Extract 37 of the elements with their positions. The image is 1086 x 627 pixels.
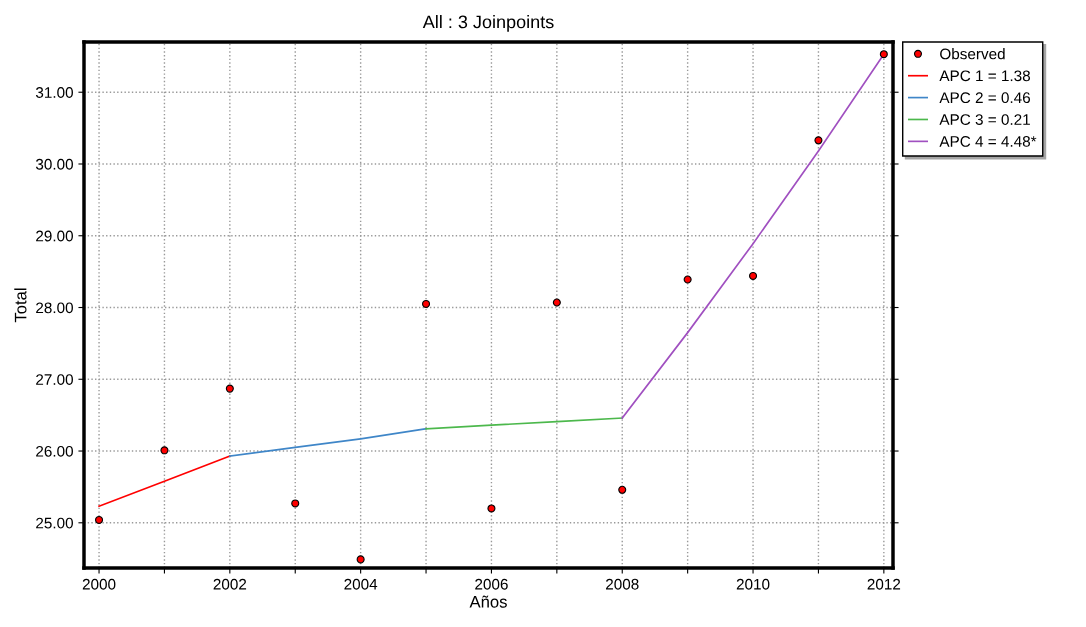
y-tick-label: 27.00: [36, 374, 73, 385]
y-axis-title: Total: [14, 288, 27, 323]
x-tick-label: 2000: [82, 578, 116, 590]
legend-label: APC 2 = 0.46: [939, 92, 1030, 104]
line-series: [425, 417, 624, 430]
x-tick-label: 2004: [344, 578, 378, 590]
legend-label: APC 3 = 0.21: [939, 114, 1030, 125]
point: [552, 298, 561, 307]
x-tick-label: 2012: [867, 578, 901, 590]
point: [749, 271, 758, 280]
y-tick-label: 29.00: [36, 230, 73, 242]
x-tick-label: 2008: [606, 578, 639, 590]
y-tick-label: 25.00: [36, 517, 73, 529]
y-tick-label: 30.00: [35, 158, 73, 170]
point: [291, 499, 300, 508]
x-tick-label: 2002: [213, 578, 247, 590]
point: [356, 555, 365, 564]
point: [487, 504, 496, 513]
point: [225, 384, 234, 393]
y-tick-label: 26.00: [36, 445, 73, 457]
line-series: [229, 427, 427, 457]
legend-label: Observed: [940, 48, 1005, 60]
legend-label: APC 1 = 1.38: [939, 70, 1031, 82]
point: [95, 515, 104, 524]
chart-title: All : 3 Joinpoints: [422, 15, 554, 32]
point: [160, 446, 169, 455]
x-tick-label: 2010: [736, 578, 770, 590]
x-tick-label: 2006: [475, 578, 508, 590]
point: [422, 299, 431, 308]
y-tick-label: 31.00: [35, 87, 73, 98]
x-axis-title: Años: [469, 595, 507, 608]
point: [814, 136, 823, 145]
point: [879, 50, 888, 59]
point: [683, 275, 692, 284]
legend-label: APC 4 = 4.48*: [939, 136, 1037, 147]
point: [618, 485, 627, 494]
y-tick-label: 28.00: [36, 302, 73, 314]
